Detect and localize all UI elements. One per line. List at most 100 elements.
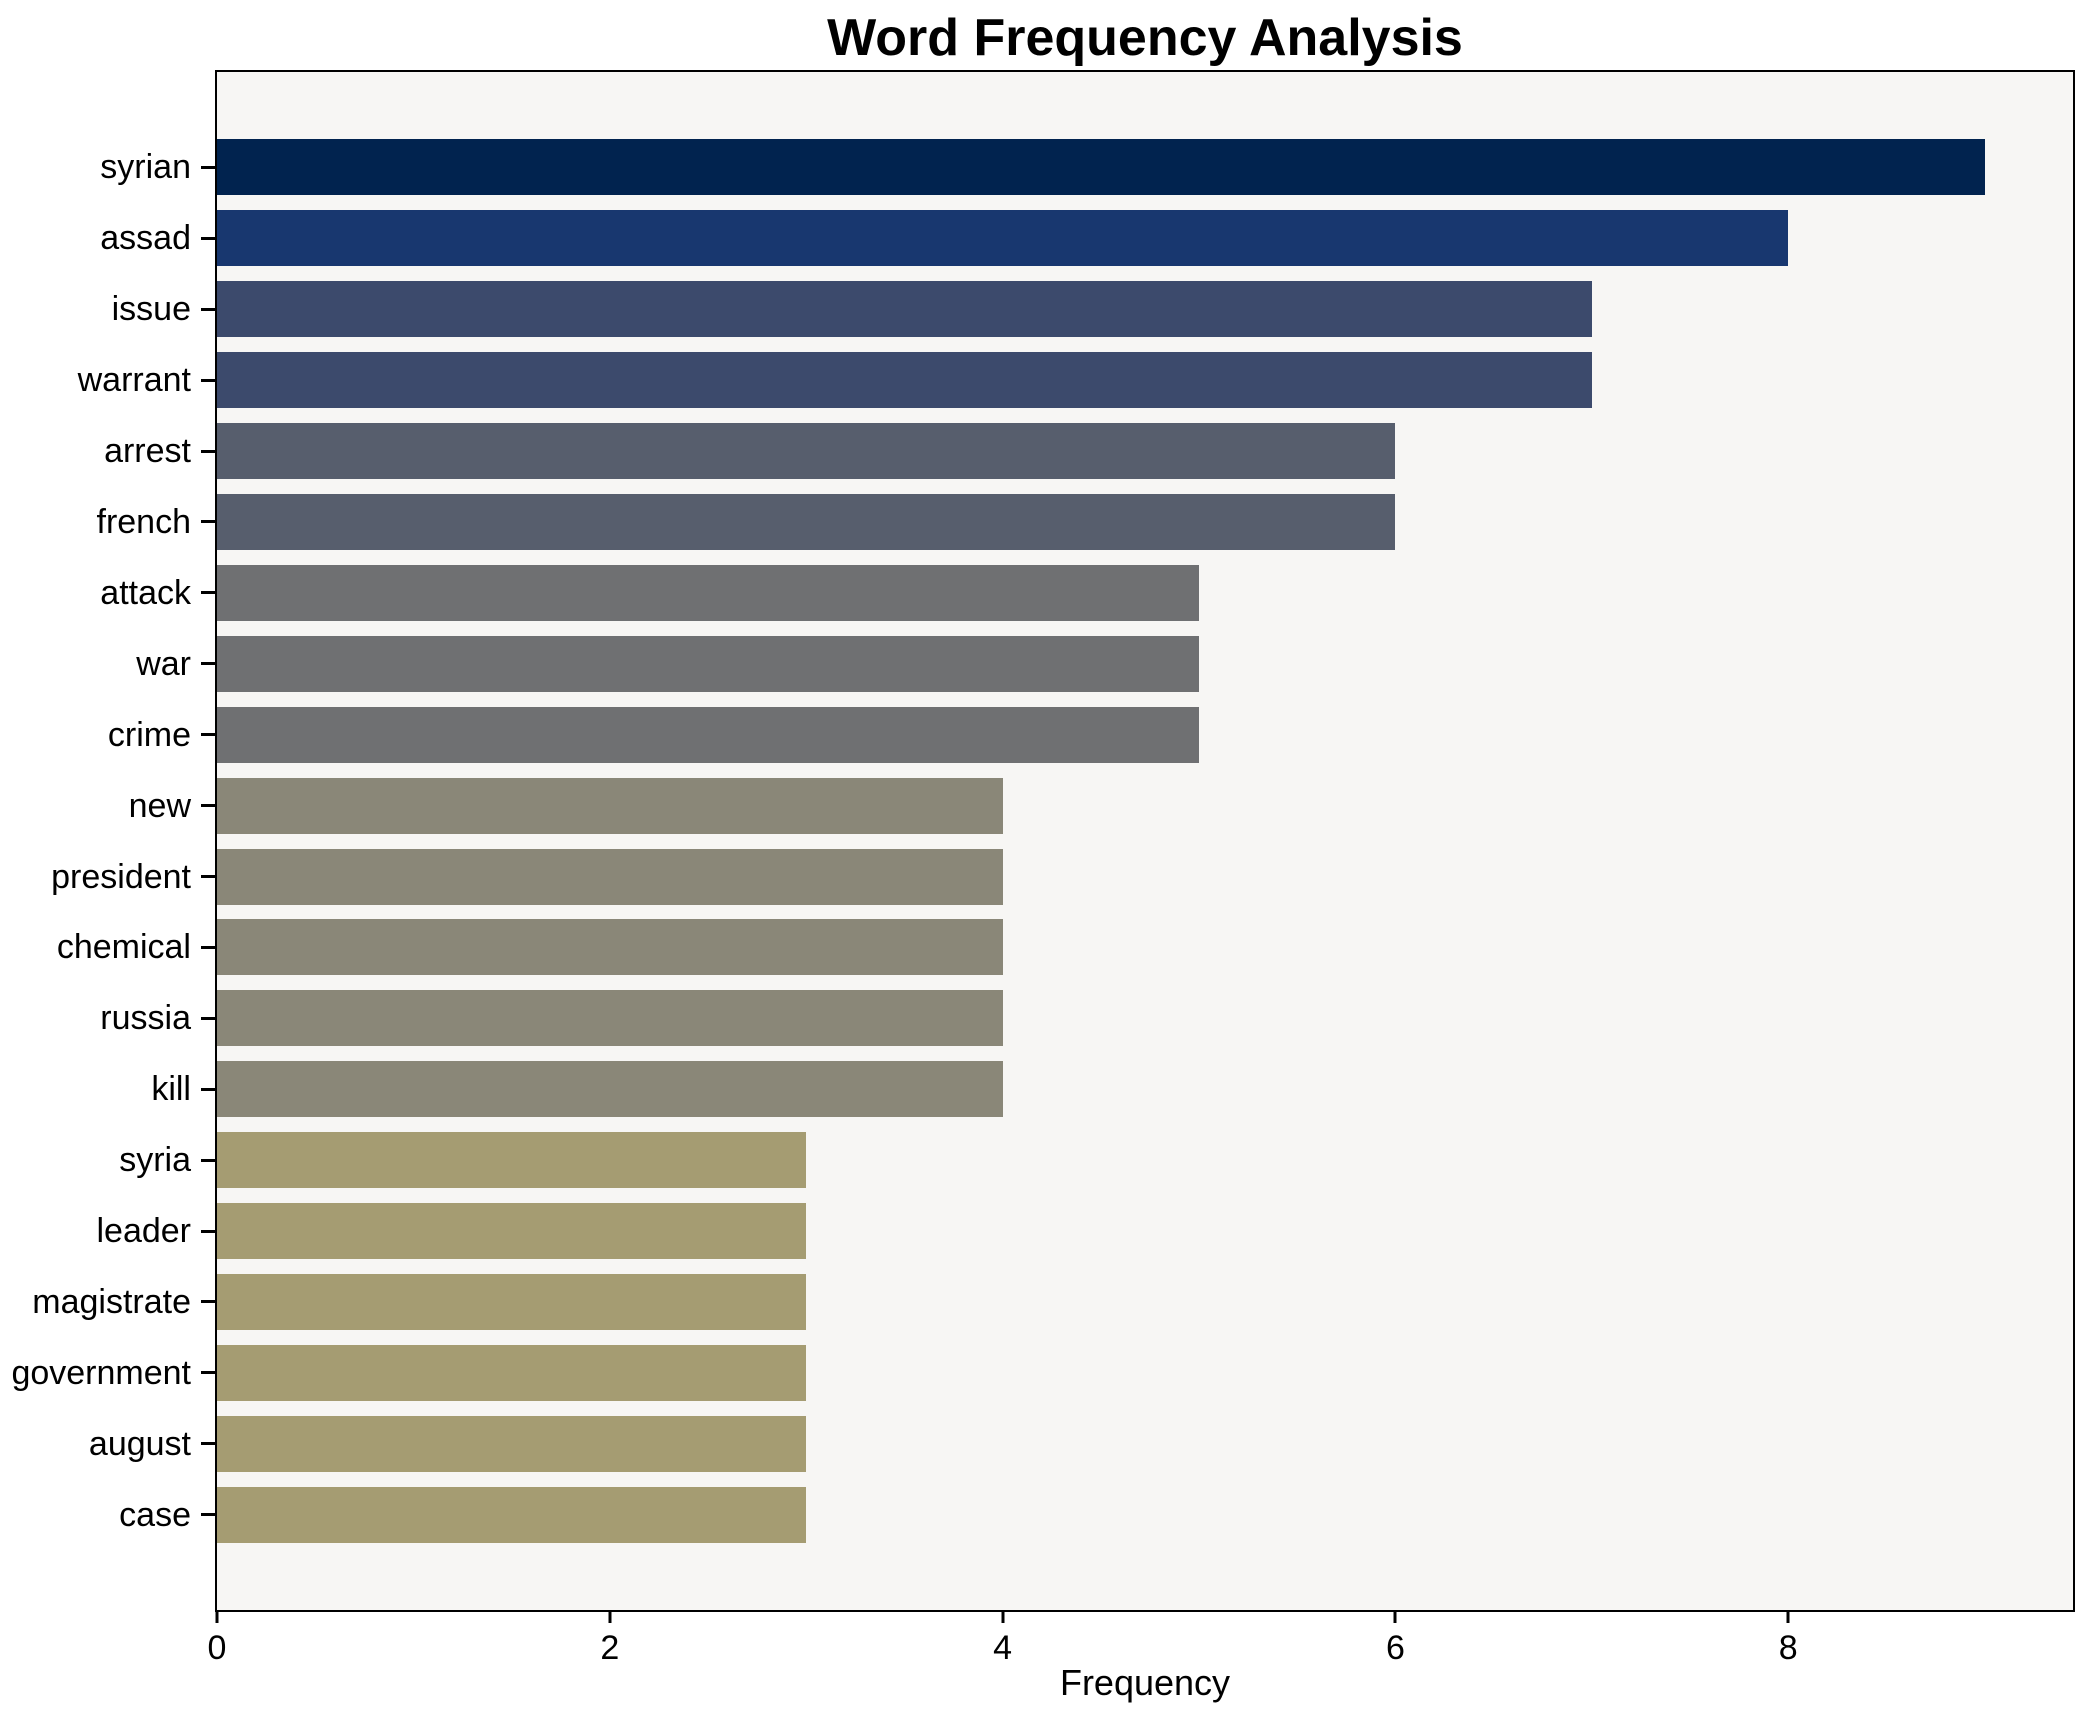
bar-row [217, 841, 2073, 912]
bar-row [217, 416, 2073, 487]
y-axis-label: arrest [104, 432, 191, 471]
bar-leader [217, 1203, 807, 1260]
y-tick-mark [201, 1300, 215, 1304]
y-axis-labels: syrian assad issue warrant arrest french attac… [0, 132, 215, 1550]
bar-government [217, 1344, 807, 1401]
bar-kill [217, 1061, 1003, 1118]
y-axis-label: french [96, 502, 192, 541]
y-tick-mark [201, 378, 215, 382]
bar-row [217, 1054, 2073, 1125]
bar-arrest [217, 423, 1396, 480]
y-axis-label: leader [96, 1212, 191, 1251]
y-tick-mark [201, 591, 215, 595]
bar-crime [217, 706, 1199, 763]
y-axis-label: president [51, 857, 191, 896]
y-label-row: government [0, 1337, 215, 1408]
y-tick-mark [201, 1513, 215, 1517]
bar-row [217, 1196, 2073, 1267]
x-tick-label: 6 [1385, 1629, 1405, 1667]
y-axis-label: russia [100, 999, 191, 1038]
bar-row [217, 699, 2073, 770]
x-tick-mark [608, 1612, 612, 1623]
y-label-row: magistrate [0, 1267, 215, 1338]
y-axis-label: kill [151, 1070, 191, 1109]
x-tick-label: 8 [1778, 1629, 1798, 1667]
bar-row [217, 628, 2073, 699]
x-tick-label: 2 [600, 1629, 620, 1667]
y-tick-mark [201, 1371, 215, 1375]
y-axis-label: assad [100, 219, 191, 258]
y-label-row: assad [0, 203, 215, 274]
bar-magistrate [217, 1273, 807, 1330]
y-axis-label: august [88, 1424, 191, 1463]
bar-new [217, 777, 1003, 834]
y-tick-mark [201, 1016, 215, 1020]
y-tick-mark [201, 875, 215, 879]
y-axis-label: syrian [100, 148, 191, 187]
y-tick-mark [201, 449, 215, 453]
bar-row [217, 1479, 2073, 1550]
y-label-row: warrant [0, 345, 215, 416]
y-axis-label: crime [107, 715, 191, 754]
y-tick-mark [201, 1229, 215, 1233]
bar-assad [217, 210, 1789, 267]
x-tick-mark [1786, 1612, 1790, 1623]
y-label-row: case [0, 1479, 215, 1550]
x-tick-mark [1001, 1612, 1005, 1623]
y-label-row: issue [0, 274, 215, 345]
bar-russia [217, 990, 1003, 1047]
y-tick-mark [201, 520, 215, 524]
bar-row [217, 274, 2073, 345]
x-tick-mark [1393, 1612, 1397, 1623]
y-label-row: arrest [0, 416, 215, 487]
bar-row [217, 203, 2073, 274]
x-tick-mark [215, 1612, 219, 1623]
y-tick-mark [201, 1158, 215, 1162]
x-axis-title: Frequency [1059, 1662, 1231, 1703]
y-tick-mark [201, 1087, 215, 1091]
bar-august [217, 1415, 807, 1472]
y-axis-label: syria [119, 1141, 191, 1180]
y-label-row: crime [0, 699, 215, 770]
bar-syrian [217, 139, 1985, 196]
y-axis-label: chemical [56, 928, 191, 967]
y-tick-mark [201, 165, 215, 169]
bar-row [217, 912, 2073, 983]
bar-chemical [217, 919, 1003, 976]
y-label-row: french [0, 487, 215, 558]
bar-row [217, 1337, 2073, 1408]
y-label-row: new [0, 770, 215, 841]
y-label-row: president [0, 841, 215, 912]
y-tick-mark [201, 236, 215, 240]
y-axis-label: issue [111, 290, 191, 329]
y-label-row: chemical [0, 912, 215, 983]
chart-title: Word Frequency Analysis [827, 9, 1463, 67]
x-axis: 0 2 4 6 8 [208, 1612, 2073, 1682]
y-tick-mark [201, 662, 215, 666]
y-label-row: leader [0, 1196, 215, 1267]
y-axis-label: war [136, 644, 191, 683]
x-tick-label: 4 [993, 1629, 1013, 1667]
bar-war [217, 635, 1199, 692]
bar-issue [217, 281, 1592, 338]
bar-row [217, 770, 2073, 841]
y-axis-label: new [128, 786, 191, 825]
bar-row [217, 983, 2073, 1054]
bar-row [217, 345, 2073, 416]
y-label-row: russia [0, 983, 215, 1054]
y-tick-mark [201, 733, 215, 737]
bar-french [217, 493, 1396, 550]
bar-row [217, 557, 2073, 628]
y-axis-label: government [11, 1353, 191, 1392]
bar-row [217, 1125, 2073, 1196]
y-tick-mark [201, 307, 215, 311]
bar-row [217, 1408, 2073, 1479]
y-label-row: syria [0, 1125, 215, 1196]
bar-warrant [217, 352, 1592, 409]
plot-wrap: syrian assad issue warrant arrest french attac… [11, 70, 2075, 1667]
bar-case [217, 1486, 807, 1543]
y-tick-mark [201, 804, 215, 808]
bar-row [217, 487, 2073, 558]
bars-container [217, 132, 2073, 1550]
